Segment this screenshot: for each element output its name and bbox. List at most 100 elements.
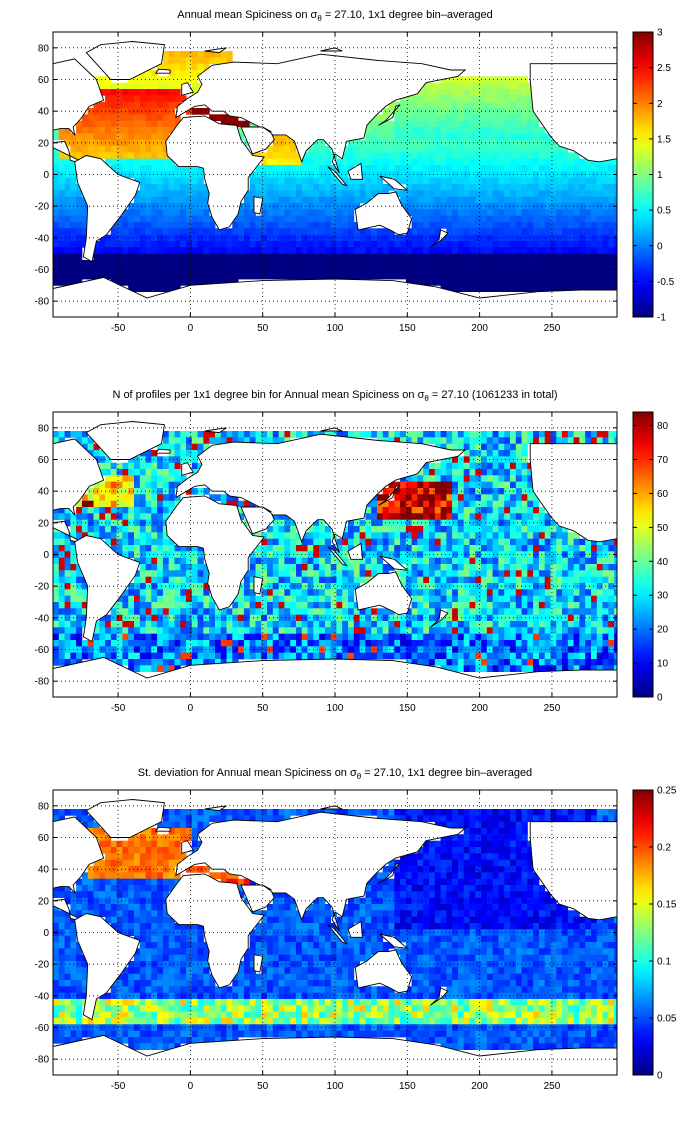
colorbar-tick-label: 1: [657, 170, 663, 181]
colorbar-tick-label: 2: [657, 99, 663, 110]
colorbar-tick-label: 0.25: [657, 786, 677, 797]
y-tick-label: -60: [35, 645, 50, 656]
landmass: [85, 41, 165, 80]
landmass: [53, 58, 105, 137]
landmass: [378, 484, 401, 506]
landmass: [85, 421, 165, 460]
map-field: [53, 32, 617, 317]
landmass: [327, 166, 348, 187]
colorbar-tick-label: -1: [657, 313, 666, 324]
colorbar-tick-label: 0.1: [657, 957, 671, 968]
panel-title: Annual mean Spiciness on σθ = 27.10, 1x1…: [177, 9, 493, 23]
colorbar: 0.25 0.2 0.15 0.1 0.05 0: [632, 786, 677, 1082]
y-tick-label: -40: [35, 613, 50, 624]
x-tick-label: 50: [257, 703, 269, 714]
landmass: [154, 68, 171, 74]
x-tick-label: 150: [399, 1081, 416, 1092]
landmass: [240, 506, 275, 535]
x-tick-label: -50: [111, 703, 126, 714]
colorbar-tick-label: 30: [657, 591, 669, 602]
y-tick-label: 20: [38, 518, 50, 529]
y-tick-label: 60: [38, 455, 50, 466]
x-tick-label: 50: [257, 323, 269, 334]
y-tick-label: 80: [38, 43, 50, 54]
y-tick-label: 20: [38, 138, 50, 149]
landmass: [430, 987, 449, 1006]
x-tick-label: -50: [111, 1081, 126, 1092]
y-tick-label: 40: [38, 865, 50, 876]
landmass: [379, 175, 409, 191]
colorbar-tick-label: 2.5: [657, 63, 671, 74]
landmass: [320, 427, 343, 432]
y-tick-label: -20: [35, 960, 50, 971]
colorbar-tick-label: 20: [657, 625, 669, 636]
colorbar-tick-label: 60: [657, 489, 669, 500]
y-tick-label: -80: [35, 297, 50, 308]
landmass: [74, 535, 141, 643]
y-tick-label: -40: [35, 233, 50, 244]
colorbar: 3 2.5 2 1.5 1 0.5 0 -0.5 -1: [632, 28, 675, 324]
y-tick-label: 20: [38, 896, 50, 907]
landmass: [378, 862, 401, 884]
colorbar-tick-label: 10: [657, 659, 669, 670]
y-tick-label: -60: [35, 1023, 50, 1034]
landmass: [53, 1034, 617, 1075]
landmass: [327, 924, 348, 945]
landmass: [154, 448, 171, 454]
landmass: [347, 920, 363, 938]
landmass: [347, 542, 363, 560]
colorbar-tick-label: 40: [657, 557, 669, 568]
colorbar-tick-label: 70: [657, 455, 669, 466]
y-tick-label: -20: [35, 202, 50, 213]
x-tick-label: 250: [544, 703, 561, 714]
x-tick-label: 0: [188, 1081, 194, 1092]
colorbar: 80 70 60 50 40 30 20 10 0: [632, 411, 669, 704]
y-tick-label: 40: [38, 107, 50, 118]
landmass: [327, 546, 348, 567]
y-tick-label: 60: [38, 833, 50, 844]
panel-1: Annual mean Spiciness on σθ = 27.10, 1x1…: [35, 9, 675, 334]
x-tick-label: 100: [327, 1081, 344, 1092]
x-tick-label: 50: [257, 1081, 269, 1092]
landmass: [204, 805, 227, 812]
landmass: [240, 884, 275, 913]
landmass: [430, 229, 449, 248]
y-tick-label: -80: [35, 677, 50, 688]
colorbar-tick-label: 0: [657, 1071, 663, 1082]
panel-3: St. deviation for Annual mean Spiciness …: [35, 767, 677, 1092]
y-tick-label: 0: [43, 170, 49, 181]
panel-2: N of profiles per 1x1 degree bin for Ann…: [35, 389, 669, 714]
landmass: [53, 438, 105, 517]
colorbar-tick-label: 0: [657, 241, 663, 252]
y-tick-label: 0: [43, 928, 49, 939]
y-tick-label: -40: [35, 991, 50, 1002]
colorbar-tick-label: 0: [657, 693, 663, 704]
y-tick-label: 60: [38, 75, 50, 86]
x-tick-label: 200: [471, 1081, 488, 1092]
y-tick-label: -60: [35, 265, 50, 276]
landmass: [53, 816, 105, 895]
y-tick-label: -80: [35, 1055, 50, 1066]
landmass: [320, 805, 343, 810]
colorbar-tick-label: 0.5: [657, 206, 671, 217]
landmass: [253, 954, 264, 973]
landmass: [378, 104, 401, 126]
landmass: [53, 276, 617, 317]
colorbar-tick-label: -0.5: [657, 277, 675, 288]
colorbar-gradient: [633, 32, 653, 317]
x-tick-label: 200: [471, 323, 488, 334]
landmass: [154, 826, 171, 832]
landmass: [253, 576, 264, 595]
landmass: [240, 126, 275, 155]
colorbar-tick-label: 50: [657, 523, 669, 534]
landmass: [320, 47, 343, 52]
y-tick-label: 40: [38, 487, 50, 498]
landmass: [354, 191, 413, 236]
x-tick-label: 0: [188, 703, 194, 714]
map-field: [53, 412, 617, 697]
map-field: [53, 790, 617, 1075]
x-tick-label: 100: [327, 703, 344, 714]
landmass: [354, 949, 413, 994]
